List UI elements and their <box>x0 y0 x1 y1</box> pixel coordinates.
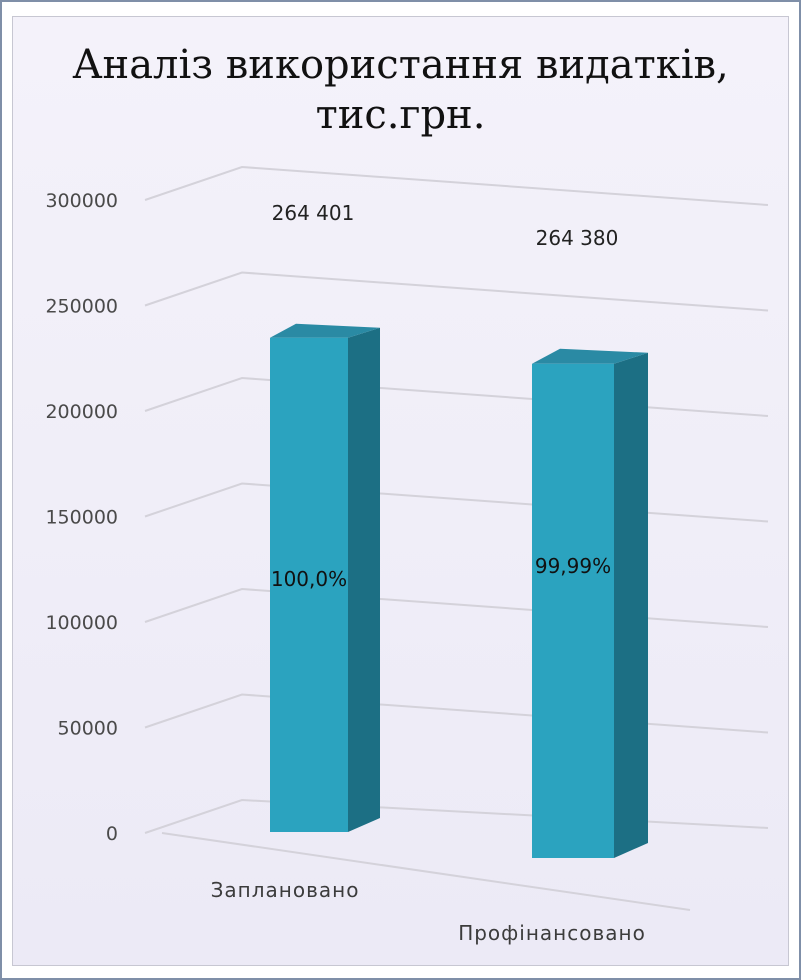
bar <box>270 337 348 832</box>
bar-top-face <box>270 323 380 338</box>
chart-title-line-1: Аналіз використання видатків, <box>72 42 729 88</box>
x-category-label: Заплановано <box>211 878 360 902</box>
gridline <box>144 798 769 834</box>
bar-value-label: 264 401 <box>272 201 355 225</box>
gridline <box>144 165 769 206</box>
y-tick-label: 200000 <box>45 401 118 423</box>
gridline <box>144 271 769 312</box>
y-tick-label: 250000 <box>45 296 118 318</box>
x-category-label: Профінансовано <box>458 921 646 945</box>
y-tick-label: 300000 <box>45 190 118 212</box>
gridline <box>144 376 769 417</box>
y-tick-label: 150000 <box>45 507 118 529</box>
gridline <box>161 832 691 911</box>
bar-side-face <box>614 352 648 858</box>
y-tick-label: 0 <box>106 823 118 845</box>
chart-title-line-2: тис.грн. <box>315 92 486 138</box>
gridline <box>144 693 769 734</box>
bar-percent-label: 100,0% <box>271 567 347 591</box>
bar-top-face <box>532 348 648 364</box>
y-tick-label: 50000 <box>58 718 118 740</box>
bar <box>532 363 614 858</box>
bar-value-label: 264 380 <box>536 226 619 250</box>
gridline <box>144 482 769 523</box>
gridline <box>144 587 769 628</box>
y-tick-label: 100000 <box>45 612 118 634</box>
chart-title: Аналіз використання видатків, тис.грн. <box>0 40 801 140</box>
bar-percent-label: 99,99% <box>535 554 611 578</box>
bar-side-face <box>348 327 380 832</box>
